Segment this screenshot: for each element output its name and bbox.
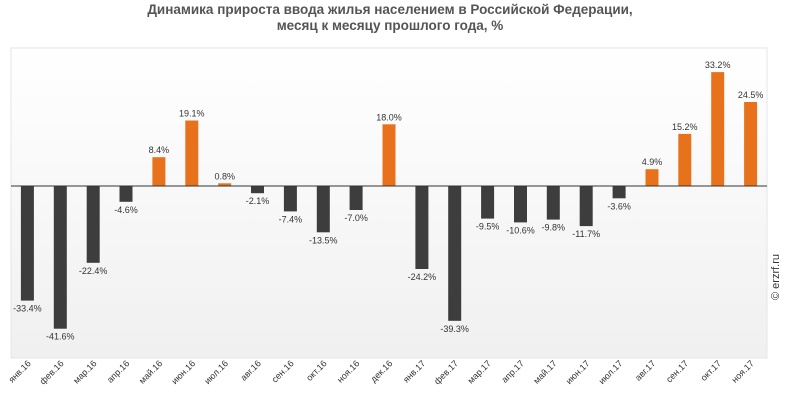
bar-фев.16 bbox=[53, 186, 67, 329]
x-tick-label-фев.17: фев.17 bbox=[432, 358, 460, 386]
value-label-июл.16: 0.8% bbox=[214, 171, 235, 181]
value-label-май.17: -9.8% bbox=[542, 223, 566, 233]
value-label-июл.17: -3.6% bbox=[607, 201, 631, 211]
value-label-авг.16: -2.1% bbox=[246, 196, 270, 206]
x-tick-label-май.17: май.17 bbox=[531, 358, 558, 385]
bar-май.17 bbox=[546, 186, 560, 220]
x-tick-label-ноя.17: ноя.17 bbox=[730, 358, 756, 384]
value-label-авг.17: 4.9% bbox=[642, 157, 663, 167]
x-tick-label-янв.16: янв.16 bbox=[7, 358, 33, 384]
value-label-апр.16: -4.6% bbox=[114, 205, 138, 215]
x-tick-label-дек.16: дек.16 bbox=[368, 358, 394, 384]
value-label-мар.16: -22.4% bbox=[79, 266, 108, 276]
value-label-июн.17: -11.7% bbox=[572, 229, 600, 239]
bar-фев.17 bbox=[448, 186, 462, 321]
value-label-ноя.17: 24.5% bbox=[738, 90, 764, 100]
bar-авг.16 bbox=[251, 186, 264, 194]
bar-сен.16 bbox=[283, 186, 297, 212]
bar-май.16 bbox=[152, 157, 166, 186]
bar-окт.17 bbox=[711, 72, 725, 186]
value-label-июн.16: 19.1% bbox=[179, 109, 205, 119]
value-label-апр.17: -10.6% bbox=[506, 225, 535, 235]
bar-мар.16 bbox=[86, 186, 100, 263]
value-label-фев.16: -41.6% bbox=[46, 332, 75, 342]
value-label-ноя.16: -7.0% bbox=[344, 213, 368, 223]
bar-июн.16 bbox=[185, 120, 199, 186]
x-tick-label-авг.16: авг.16 bbox=[239, 358, 263, 382]
bar-янв.16 bbox=[20, 186, 34, 301]
bar-ноя.17 bbox=[744, 102, 758, 186]
value-label-май.16: 8.4% bbox=[149, 145, 170, 155]
chart-title-line2: месяц к месяцу прошлого года, % bbox=[276, 18, 504, 33]
bar-апр.16 bbox=[119, 186, 133, 202]
x-tick-label-июл.17: июл.17 bbox=[597, 358, 625, 386]
bar-апр.17 bbox=[514, 186, 527, 223]
x-tick-label-июн.16: июн.16 bbox=[169, 358, 197, 386]
x-tick-label-окт.16: окт.16 bbox=[304, 358, 329, 383]
value-label-мар.17: -9.5% bbox=[476, 222, 500, 232]
x-tick-label-фев.16: фев.16 bbox=[38, 358, 66, 386]
x-tick-label-авг.17: авг.17 bbox=[633, 358, 657, 382]
bar-ноя.16 bbox=[349, 186, 363, 210]
bar-дек.16 bbox=[382, 124, 396, 186]
x-tick-label-янв.17: янв.17 bbox=[401, 358, 427, 384]
bar-июл.16 bbox=[218, 183, 232, 186]
value-label-окт.16: -13.5% bbox=[309, 235, 338, 245]
x-tick-label-май.16: май.16 bbox=[137, 358, 164, 385]
x-tick-label-сен.17: сен.17 bbox=[664, 358, 690, 384]
x-tick-label-мар.16: мар.16 bbox=[71, 358, 98, 385]
value-label-янв.17: -24.2% bbox=[408, 272, 437, 282]
value-label-сен.17: 15.2% bbox=[672, 122, 698, 132]
value-label-сен.16: -7.4% bbox=[279, 214, 303, 224]
x-tick-label-апр.17: апр.17 bbox=[499, 358, 525, 384]
x-tick-label-июл.16: июл.16 bbox=[202, 358, 230, 386]
bar-мар.17 bbox=[481, 186, 495, 219]
x-tick-label-апр.16: апр.16 bbox=[105, 358, 131, 384]
value-label-окт.17: 33.2% bbox=[705, 60, 731, 70]
bar-июн.17 bbox=[579, 186, 593, 227]
bar-янв.17 bbox=[415, 186, 429, 269]
plot-area bbox=[10, 47, 768, 359]
x-tick-label-окт.17: окт.17 bbox=[699, 358, 724, 383]
chart-title-line1: Динамика прироста ввода жилья населением… bbox=[147, 2, 633, 17]
x-tick-label-июн.17: июн.17 bbox=[564, 358, 592, 386]
bar-сен.17 bbox=[678, 133, 692, 186]
bar-июл.17 bbox=[612, 186, 626, 199]
x-tick-label-мар.17: мар.17 bbox=[466, 358, 493, 385]
watermark: © erzrf.ru bbox=[770, 254, 782, 300]
x-tick-label-сен.16: сен.16 bbox=[270, 358, 296, 384]
chart-title: Динамика прироста ввода жилья населением… bbox=[0, 2, 780, 34]
value-label-фев.17: -39.3% bbox=[440, 324, 469, 334]
bar-окт.16 bbox=[316, 186, 330, 233]
x-tick-label-ноя.16: ноя.16 bbox=[335, 358, 361, 384]
value-label-дек.16: 18.0% bbox=[376, 112, 402, 122]
bar-авг.17 bbox=[645, 169, 659, 186]
value-label-янв.16: -33.4% bbox=[13, 304, 42, 314]
